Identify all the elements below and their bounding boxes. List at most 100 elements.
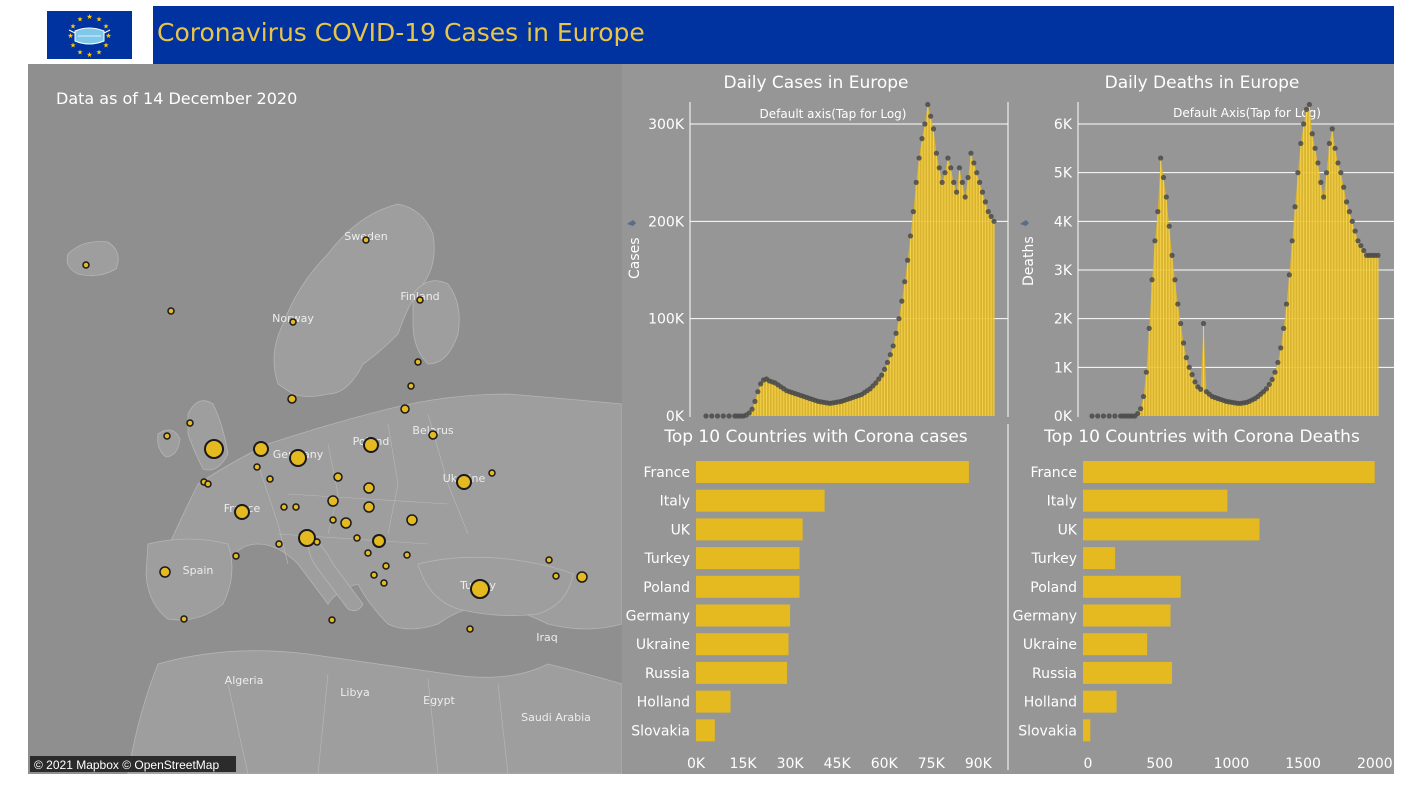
country-bubble[interactable] [416, 296, 424, 304]
data-point[interactable] [928, 113, 934, 119]
country-bubble[interactable] [313, 538, 321, 546]
data-point[interactable] [1089, 413, 1095, 419]
data-point[interactable] [1289, 238, 1295, 244]
data-point[interactable] [1309, 131, 1315, 137]
data-point[interactable] [1298, 140, 1304, 147]
data-point[interactable] [1175, 301, 1181, 307]
data-point[interactable] [876, 376, 882, 382]
data-point[interactable] [1321, 194, 1327, 200]
data-point[interactable] [985, 209, 991, 215]
data-point[interactable] [1189, 372, 1195, 378]
country-bubble[interactable] [180, 615, 188, 623]
data-point[interactable] [1278, 345, 1284, 351]
data-point[interactable] [939, 179, 945, 185]
data-point[interactable] [1146, 325, 1152, 331]
data-point[interactable] [873, 380, 879, 386]
data-point[interactable] [977, 179, 983, 185]
country-bubble[interactable] [163, 432, 171, 440]
bar[interactable] [696, 489, 825, 512]
data-point[interactable] [1355, 238, 1361, 244]
bar[interactable] [696, 690, 731, 713]
country-bubble[interactable] [289, 318, 297, 326]
country-bubble[interactable] [470, 579, 490, 599]
country-bubble[interactable] [456, 474, 472, 490]
country-bubble[interactable] [253, 463, 261, 471]
data-point[interactable] [749, 406, 755, 412]
bar[interactable] [696, 518, 803, 541]
data-point[interactable] [755, 389, 761, 395]
data-point[interactable] [1343, 199, 1350, 205]
data-point[interactable] [916, 155, 922, 161]
data-point[interactable] [1095, 413, 1101, 419]
country-bubble[interactable] [298, 529, 316, 547]
country-bubble[interactable] [363, 501, 375, 513]
country-bubble[interactable] [363, 482, 375, 494]
data-point[interactable] [1112, 413, 1118, 419]
data-point[interactable] [1283, 301, 1290, 307]
data-point[interactable] [936, 165, 942, 171]
data-point[interactable] [1263, 386, 1270, 392]
data-point[interactable] [907, 233, 914, 239]
bar[interactable] [1083, 604, 1171, 627]
data-point[interactable] [1275, 359, 1281, 366]
bar[interactable] [1083, 690, 1117, 713]
data-point[interactable] [1186, 364, 1192, 370]
country-bubble[interactable] [234, 504, 250, 520]
data-point[interactable] [879, 372, 885, 378]
data-point[interactable] [1329, 126, 1335, 132]
data-point[interactable] [1349, 218, 1355, 224]
data-point[interactable] [948, 165, 954, 171]
data-point[interactable] [1281, 325, 1287, 331]
data-point[interactable] [720, 413, 726, 419]
data-point[interactable] [752, 398, 758, 404]
data-point[interactable] [1341, 184, 1347, 190]
data-point[interactable] [1100, 413, 1107, 419]
data-point[interactable] [919, 136, 925, 142]
data-point[interactable] [1155, 209, 1161, 215]
data-point[interactable] [953, 189, 960, 195]
country-bubble[interactable] [186, 419, 194, 427]
data-point[interactable] [922, 121, 928, 127]
data-point[interactable] [1338, 170, 1344, 176]
data-point[interactable] [1272, 369, 1278, 375]
daily-deaths-axis-toggle[interactable]: Default Axis(Tap for Log) [1173, 106, 1321, 120]
data-point[interactable] [1169, 252, 1175, 258]
data-point[interactable] [1143, 369, 1149, 375]
country-bubble[interactable] [353, 534, 361, 542]
data-point[interactable] [887, 352, 893, 358]
bar[interactable] [1083, 547, 1116, 570]
daily-cases-axis-toggle[interactable]: Default axis(Tap for Log) [760, 107, 907, 121]
bar[interactable] [1083, 575, 1181, 598]
country-bubble[interactable] [407, 382, 415, 390]
bar[interactable] [1083, 719, 1091, 742]
bar[interactable] [696, 575, 800, 598]
data-point[interactable] [1183, 355, 1189, 361]
country-bubble[interactable] [372, 534, 386, 548]
country-bubble[interactable] [545, 556, 553, 564]
data-point[interactable] [890, 343, 896, 349]
data-point[interactable] [1180, 340, 1187, 346]
data-point[interactable] [1269, 376, 1275, 383]
bar[interactable] [1083, 633, 1148, 656]
data-point[interactable] [881, 366, 888, 372]
country-bubble[interactable] [280, 503, 288, 511]
country-bubble[interactable] [253, 441, 269, 457]
europe-map[interactable]: SwedenFinlandNorwayPolandGermanyBelarusU… [28, 64, 622, 774]
country-bubble[interactable] [159, 566, 171, 578]
data-point[interactable] [709, 413, 715, 419]
data-point[interactable] [1138, 406, 1144, 412]
data-point[interactable] [1158, 155, 1164, 161]
data-point[interactable] [988, 213, 994, 220]
data-point[interactable] [1306, 101, 1312, 108]
data-point[interactable] [1318, 179, 1324, 185]
country-bubble[interactable] [400, 404, 410, 414]
country-bubble[interactable] [466, 625, 474, 633]
country-bubble[interactable] [380, 579, 388, 587]
country-bubble[interactable] [167, 307, 175, 315]
bar[interactable] [1083, 489, 1228, 512]
data-point[interactable] [979, 189, 986, 195]
data-point[interactable] [933, 150, 939, 156]
data-point[interactable] [971, 160, 977, 166]
data-point[interactable] [913, 179, 919, 185]
data-point[interactable] [1106, 413, 1112, 419]
